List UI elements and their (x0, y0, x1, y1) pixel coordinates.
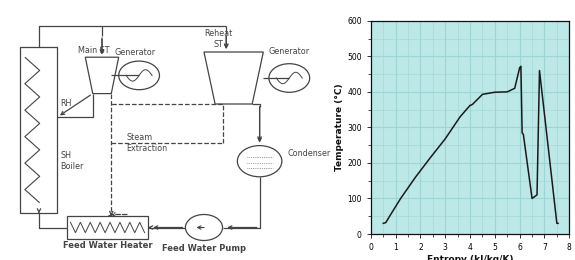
FancyBboxPatch shape (67, 216, 148, 239)
Text: RH: RH (60, 100, 72, 108)
Text: Steam
Extraction: Steam Extraction (126, 133, 167, 153)
Text: Reheat
ST: Reheat ST (205, 29, 233, 49)
X-axis label: Entropy (kJ/kg/K): Entropy (kJ/kg/K) (427, 255, 513, 260)
Y-axis label: Temperature (°C): Temperature (°C) (335, 83, 344, 171)
Text: Condenser: Condenser (288, 149, 331, 158)
Text: Generator: Generator (269, 48, 310, 56)
Text: Feed Water Pump: Feed Water Pump (162, 244, 246, 253)
Text: SH
Boiler: SH Boiler (60, 152, 84, 171)
Text: Feed Water Heater: Feed Water Heater (63, 241, 152, 250)
Text: Generator: Generator (115, 48, 156, 56)
Text: Main ST: Main ST (78, 46, 109, 55)
